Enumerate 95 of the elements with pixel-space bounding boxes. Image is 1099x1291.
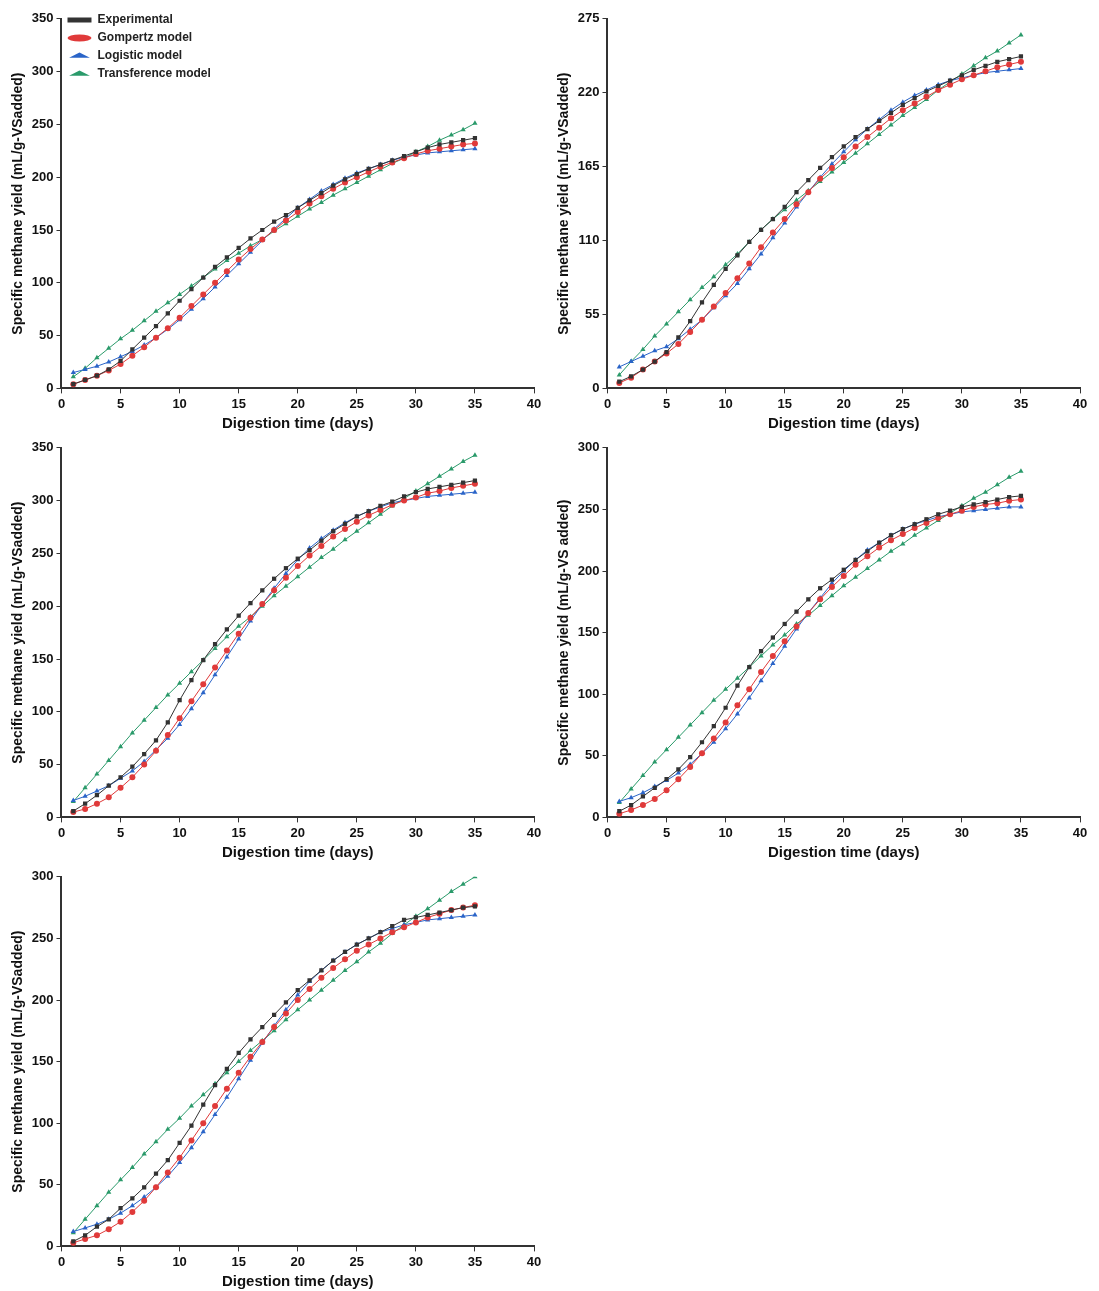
y-axis-title: Specific methane yield (mL/g-VSadded) [9, 72, 26, 335]
y-tick-label: 110 [578, 232, 600, 248]
x-tick-label: 10 [172, 824, 187, 840]
y-tick-label: 55 [585, 306, 600, 322]
x-tick-label: 30 [408, 824, 424, 840]
legend-label: Logistic model [97, 48, 183, 63]
x-tick-label: 5 [116, 824, 125, 840]
x-axis-title: Digestion time (days) [767, 414, 920, 432]
x-tick-label: 10 [718, 824, 733, 840]
x-tick-label: 0 [57, 1253, 66, 1269]
y-tick-label: 0 [592, 808, 600, 824]
x-tick-label: 20 [290, 1253, 305, 1269]
x-axis-title: Digestion time (days) [221, 414, 374, 432]
x-tick-label: 10 [172, 1253, 187, 1269]
y-tick-label: 50 [39, 756, 54, 772]
x-tick-label: 35 [1013, 824, 1029, 840]
y-tick-label: 300 [31, 868, 54, 884]
x-tick-label: 20 [836, 395, 851, 411]
x-tick-label: 5 [662, 395, 671, 411]
y-tick-label: 275 [577, 10, 600, 26]
y-tick-label: 350 [31, 10, 54, 26]
x-tick-label: 0 [57, 395, 66, 411]
y-tick-label: 50 [39, 1176, 54, 1192]
x-tick-label: 15 [231, 824, 246, 840]
x-axis-title: Digestion time (days) [767, 843, 920, 861]
legend-label: Experimental [97, 12, 173, 27]
x-tick-label: 40 [526, 1253, 542, 1269]
x-tick-label: 30 [954, 395, 970, 411]
x-tick-label: 40 [1072, 824, 1088, 840]
x-tick-label: 25 [349, 395, 365, 411]
x-tick-label: 15 [777, 395, 792, 411]
x-tick-label: 30 [954, 824, 970, 840]
x-tick-label: 5 [116, 395, 125, 411]
x-axis-title: Digestion time (days) [221, 1272, 374, 1290]
x-tick-label: 40 [1072, 395, 1088, 411]
y-tick-label: 200 [31, 597, 54, 613]
y-tick-label: 100 [31, 274, 54, 290]
legend-label: Gompertz model [97, 30, 193, 45]
x-tick-label: 35 [467, 395, 483, 411]
y-tick-label: 200 [577, 562, 600, 578]
x-tick-label: 15 [777, 824, 792, 840]
x-tick-label: 20 [290, 395, 305, 411]
y-tick-label: 350 [31, 439, 54, 455]
y-tick-label: 300 [577, 439, 600, 455]
x-tick-label: 25 [895, 824, 911, 840]
y-tick-label: 150 [31, 650, 54, 666]
y-tick-label: 220 [577, 84, 600, 100]
x-tick-label: 10 [718, 395, 733, 411]
x-tick-label: 15 [231, 1253, 246, 1269]
y-tick-label: 250 [31, 544, 54, 560]
x-tick-label: 35 [467, 824, 483, 840]
y-tick-label: 100 [31, 1114, 54, 1130]
y-tick-label: 150 [31, 221, 54, 237]
legend-label: Transference model [97, 66, 211, 81]
x-tick-label: 0 [57, 824, 66, 840]
x-tick-label: 35 [467, 1253, 483, 1269]
x-tick-label: 20 [290, 824, 305, 840]
y-tick-label: 200 [31, 991, 54, 1007]
x-tick-label: 5 [116, 1253, 125, 1269]
y-tick-label: 165 [577, 158, 600, 174]
x-tick-label: 40 [526, 395, 542, 411]
y-axis-title: Specific methane yield (mL/g-VSadded) [9, 930, 26, 1193]
y-axis-title: Specific methane yield (mL/g-VSadded) [9, 501, 26, 764]
x-tick-label: 0 [603, 395, 612, 411]
x-tick-label: 25 [895, 395, 911, 411]
x-tick-label: 5 [662, 824, 671, 840]
y-tick-label: 0 [46, 1237, 54, 1253]
y-tick-label: 0 [46, 808, 54, 824]
x-tick-label: 20 [836, 824, 851, 840]
x-tick-label: 35 [1013, 395, 1029, 411]
y-tick-label: 250 [577, 500, 600, 516]
x-tick-label: 40 [526, 824, 542, 840]
y-tick-label: 0 [592, 379, 600, 395]
y-tick-label: 250 [31, 115, 54, 131]
y-tick-label: 50 [585, 747, 600, 763]
x-tick-label: 10 [172, 395, 187, 411]
y-tick-label: 50 [39, 327, 54, 343]
x-tick-label: 25 [349, 1253, 365, 1269]
y-tick-label: 150 [31, 1053, 54, 1069]
y-tick-label: 100 [577, 685, 600, 701]
x-tick-label: 25 [349, 824, 365, 840]
y-tick-label: 200 [31, 168, 54, 184]
y-tick-label: 0 [46, 379, 54, 395]
y-tick-label: 250 [31, 929, 54, 945]
x-tick-label: 0 [603, 824, 612, 840]
x-tick-label: 15 [231, 395, 246, 411]
y-tick-label: 300 [31, 492, 54, 508]
y-tick-label: 150 [577, 624, 600, 640]
y-tick-label: 100 [31, 703, 54, 719]
y-tick-label: 300 [31, 63, 54, 79]
x-axis-title: Digestion time (days) [221, 843, 374, 861]
x-tick-label: 30 [408, 395, 424, 411]
y-axis-title: Specific methane yield (mL/g-VS added) [555, 499, 572, 766]
x-tick-label: 30 [408, 1253, 424, 1269]
y-axis-title: Specific methane yield (mL/g-VSadded) [555, 72, 572, 335]
